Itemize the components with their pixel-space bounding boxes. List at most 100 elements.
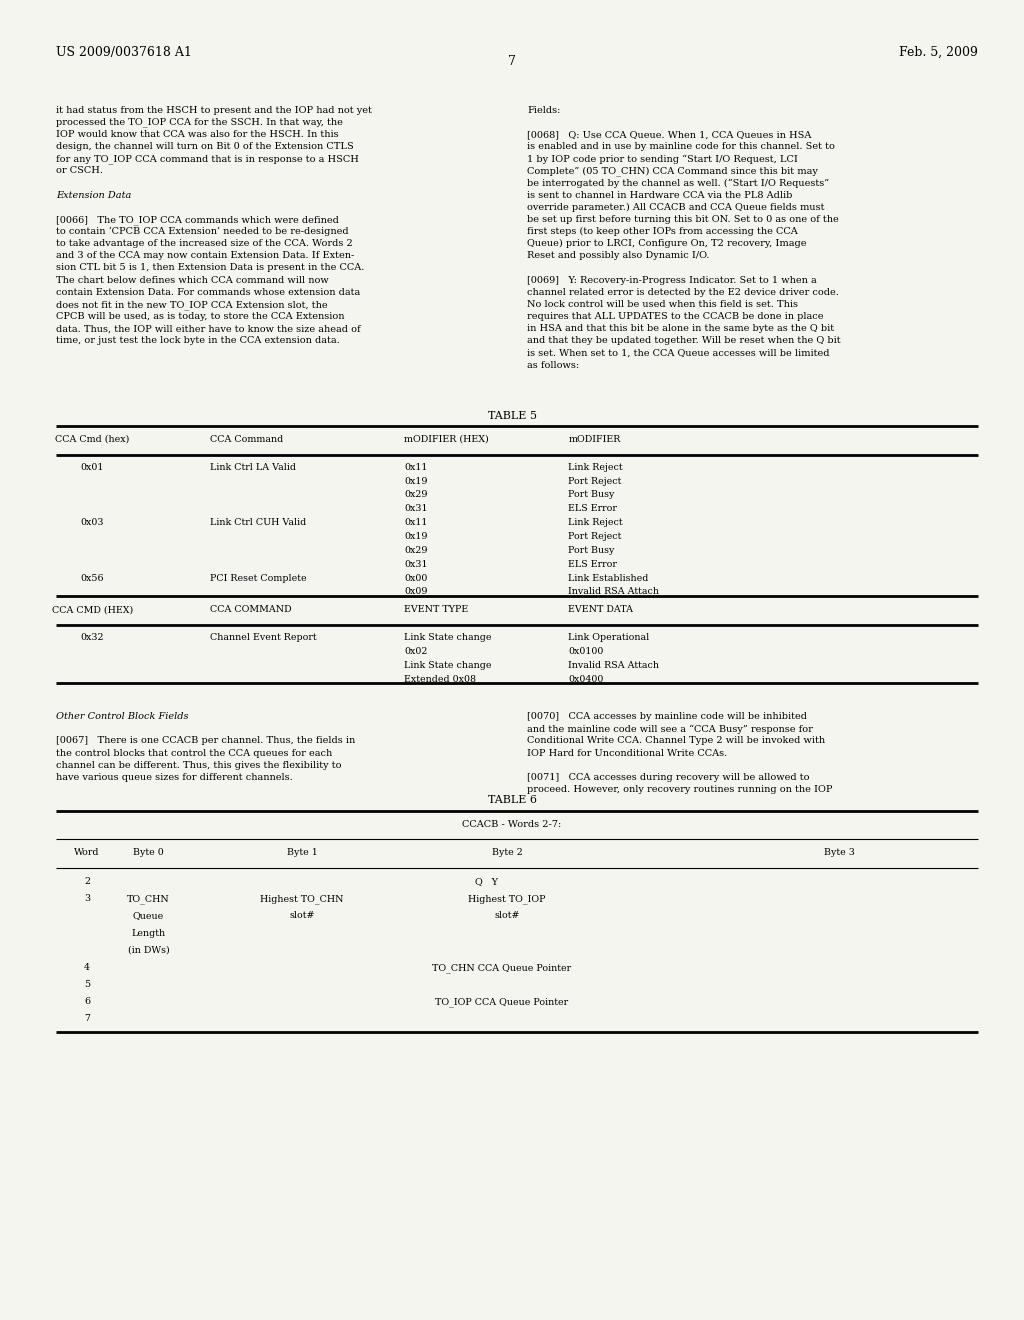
Text: slot#: slot# [495, 912, 519, 920]
Text: PCI Reset Complete: PCI Reset Complete [210, 573, 306, 582]
Text: TO_CHN: TO_CHN [127, 895, 170, 904]
Text: is sent to channel in Hardware CCA via the PL8 Adlib: is sent to channel in Hardware CCA via t… [527, 190, 793, 199]
Text: slot#: slot# [290, 912, 314, 920]
Text: Channel Event Report: Channel Event Report [210, 634, 316, 642]
Text: Link Ctrl CUH Valid: Link Ctrl CUH Valid [210, 519, 306, 527]
Text: 5: 5 [84, 981, 90, 989]
Text: Byte 2: Byte 2 [492, 849, 522, 857]
Text: data. Thus, the IOP will either have to know the size ahead of: data. Thus, the IOP will either have to … [56, 325, 360, 333]
Text: in HSA and that this bit be alone in the same byte as the Q bit: in HSA and that this bit be alone in the… [527, 325, 835, 333]
Text: 7: 7 [508, 55, 516, 69]
Text: 0x29: 0x29 [404, 491, 428, 499]
Text: contain Extension Data. For commands whose extension data: contain Extension Data. For commands who… [56, 288, 360, 297]
Text: CCACB - Words 2-7:: CCACB - Words 2-7: [463, 821, 561, 829]
Text: EVENT TYPE: EVENT TYPE [404, 605, 469, 614]
Text: CCA Cmd (hex): CCA Cmd (hex) [55, 436, 129, 444]
Text: proceed. However, only recovery routines running on the IOP: proceed. However, only recovery routines… [527, 785, 833, 795]
Text: Link Ctrl LA Valid: Link Ctrl LA Valid [210, 463, 296, 471]
Text: Byte 3: Byte 3 [824, 849, 855, 857]
Text: CPCB will be used, as is today, to store the CCA Extension: CPCB will be used, as is today, to store… [56, 312, 345, 321]
Text: to take advantage of the increased size of the CCA. Words 2: to take advantage of the increased size … [56, 239, 353, 248]
Text: (in DWs): (in DWs) [128, 946, 169, 954]
Text: 0x19: 0x19 [404, 477, 428, 486]
Text: Word: Word [75, 849, 99, 857]
Text: or CSCH.: or CSCH. [56, 166, 103, 176]
Text: Queue: Queue [133, 912, 164, 920]
Text: Byte 0: Byte 0 [133, 849, 164, 857]
Text: [0071]   CCA accesses during recovery will be allowed to: [0071] CCA accesses during recovery will… [527, 774, 810, 781]
Text: 0x19: 0x19 [404, 532, 428, 541]
Text: Port Reject: Port Reject [568, 532, 622, 541]
Text: 0x11: 0x11 [404, 519, 428, 527]
Text: 0x00: 0x00 [404, 573, 428, 582]
Text: be interrogated by the channel as well. (“Start I/O Requests”: be interrogated by the channel as well. … [527, 178, 829, 187]
Text: CCA COMMAND: CCA COMMAND [210, 605, 292, 614]
Text: 0x09: 0x09 [404, 587, 428, 597]
Text: override parameter.) All CCACB and CCA Queue fields must: override parameter.) All CCACB and CCA Q… [527, 203, 825, 213]
Text: 0x0100: 0x0100 [568, 647, 604, 656]
Text: TABLE 6: TABLE 6 [487, 795, 537, 805]
Text: processed the TO_IOP CCA for the SSCH. In that way, the: processed the TO_IOP CCA for the SSCH. I… [56, 117, 343, 128]
Text: Other Control Block Fields: Other Control Block Fields [56, 713, 188, 721]
Text: to contain ‘CPCB CCA Extension’ needed to be re-designed: to contain ‘CPCB CCA Extension’ needed t… [56, 227, 349, 236]
Text: Conditional Write CCA. Channel Type 2 will be invoked with: Conditional Write CCA. Channel Type 2 wi… [527, 737, 825, 746]
Text: Highest TO_CHN: Highest TO_CHN [260, 895, 344, 904]
Text: 2: 2 [84, 878, 90, 886]
Text: Link Reject: Link Reject [568, 463, 623, 471]
Text: TO_IOP CCA Queue Pointer: TO_IOP CCA Queue Pointer [435, 998, 568, 1007]
Text: and 3 of the CCA may now contain Extension Data. If Exten-: and 3 of the CCA may now contain Extensi… [56, 251, 354, 260]
Text: [0070]   CCA accesses by mainline code will be inhibited: [0070] CCA accesses by mainline code wil… [527, 713, 807, 721]
Text: 0x29: 0x29 [404, 546, 428, 554]
Text: Complete” (05 TO_CHN) CCA Command since this bit may: Complete” (05 TO_CHN) CCA Command since … [527, 166, 818, 176]
Text: CCA CMD (HEX): CCA CMD (HEX) [51, 605, 133, 614]
Text: [0068]   Q: Use CCA Queue. When 1, CCA Queues in HSA: [0068] Q: Use CCA Queue. When 1, CCA Que… [527, 129, 812, 139]
Text: 0x03: 0x03 [81, 519, 103, 527]
Text: Extension Data: Extension Data [56, 190, 132, 199]
Text: Link Established: Link Established [568, 573, 648, 582]
Text: 3: 3 [84, 895, 90, 903]
Text: does not fit in the new TO_IOP CCA Extension slot, the: does not fit in the new TO_IOP CCA Exten… [56, 300, 328, 310]
Text: Port Reject: Port Reject [568, 477, 622, 486]
Text: Length: Length [131, 929, 166, 937]
Text: time, or just test the lock byte in the CCA extension data.: time, or just test the lock byte in the … [56, 337, 340, 346]
Text: Byte 1: Byte 1 [287, 849, 317, 857]
Text: EVENT DATA: EVENT DATA [568, 605, 633, 614]
Text: is enabled and in use by mainline code for this channel. Set to: is enabled and in use by mainline code f… [527, 143, 836, 150]
Text: 0x56: 0x56 [80, 573, 104, 582]
Text: channel can be different. Thus, this gives the flexibility to: channel can be different. Thus, this giv… [56, 760, 342, 770]
Text: is set. When set to 1, the CCA Queue accesses will be limited: is set. When set to 1, the CCA Queue acc… [527, 348, 829, 358]
Text: sion CTL bit 5 is 1, then Extension Data is present in the CCA.: sion CTL bit 5 is 1, then Extension Data… [56, 264, 365, 272]
Text: first steps (to keep other IOPs from accessing the CCA: first steps (to keep other IOPs from acc… [527, 227, 798, 236]
Text: mODIFIER (HEX): mODIFIER (HEX) [404, 436, 489, 444]
Text: Port Busy: Port Busy [568, 546, 614, 554]
Text: and that they be updated together. Will be reset when the Q bit: and that they be updated together. Will … [527, 337, 841, 346]
Text: 0x31: 0x31 [404, 560, 428, 569]
Text: Link Reject: Link Reject [568, 519, 623, 527]
Text: Link Operational: Link Operational [568, 634, 649, 642]
Text: have various queue sizes for different channels.: have various queue sizes for different c… [56, 774, 293, 781]
Text: Reset and possibly also Dynamic I/O.: Reset and possibly also Dynamic I/O. [527, 251, 710, 260]
Text: [0067]   There is one CCACB per channel. Thus, the fields in: [0067] There is one CCACB per channel. T… [56, 737, 355, 746]
Text: 0x31: 0x31 [404, 504, 428, 513]
Text: 0x0400: 0x0400 [568, 675, 604, 684]
Text: CCA Command: CCA Command [210, 436, 284, 444]
Text: 1 by IOP code prior to sending “Start I/O Request, LCI: 1 by IOP code prior to sending “Start I/… [527, 154, 799, 164]
Text: Invalid RSA Attach: Invalid RSA Attach [568, 587, 659, 597]
Text: for any TO_IOP CCA command that is in response to a HSCH: for any TO_IOP CCA command that is in re… [56, 154, 359, 164]
Text: ELS Error: ELS Error [568, 504, 617, 513]
Text: [0069]   Y: Recovery-in-Progress Indicator. Set to 1 when a: [0069] Y: Recovery-in-Progress Indicator… [527, 276, 817, 285]
Text: No lock control will be used when this field is set. This: No lock control will be used when this f… [527, 300, 799, 309]
Text: [0066]   The TO_IOP CCA commands which were defined: [0066] The TO_IOP CCA commands which wer… [56, 215, 339, 224]
Text: ELS Error: ELS Error [568, 560, 617, 569]
Text: 0x02: 0x02 [404, 647, 428, 656]
Text: 0x01: 0x01 [81, 463, 103, 471]
Text: Highest TO_IOP: Highest TO_IOP [468, 895, 546, 904]
Text: IOP would know that CCA was also for the HSCH. In this: IOP would know that CCA was also for the… [56, 129, 339, 139]
Text: mODIFIER: mODIFIER [568, 436, 621, 444]
Text: TABLE 5: TABLE 5 [487, 412, 537, 421]
Text: 4: 4 [84, 964, 90, 972]
Text: Fields:: Fields: [527, 106, 561, 115]
Text: Link State change: Link State change [404, 661, 492, 669]
Text: Q   Y: Q Y [475, 878, 498, 886]
Text: Invalid RSA Attach: Invalid RSA Attach [568, 661, 659, 669]
